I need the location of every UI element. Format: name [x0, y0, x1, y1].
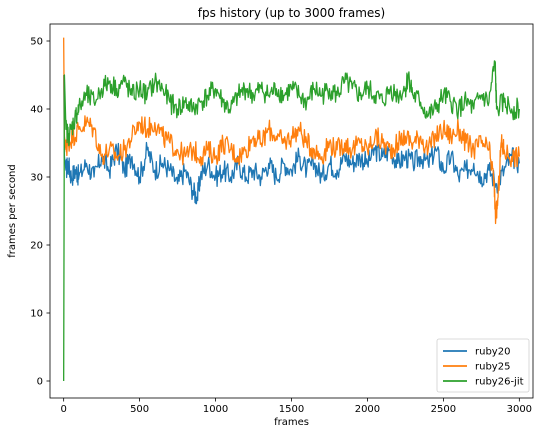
series-line-ruby20 — [63, 74, 520, 205]
y-axis-label: frames per second — [7, 164, 18, 258]
series-line-ruby26-jit — [63, 60, 520, 382]
y-tick-label: 10 — [30, 309, 43, 320]
x-tick-label: 1000 — [203, 404, 228, 415]
x-tick-label: 0 — [60, 404, 66, 415]
x-axis-label: frames — [274, 417, 309, 428]
chart-title: fps history (up to 3000 frames) — [198, 6, 385, 20]
series-lines — [63, 37, 520, 382]
plot-frame — [49, 23, 534, 399]
x-tick-label: 2000 — [355, 404, 380, 415]
y-tick-label: 20 — [30, 241, 43, 252]
legend-label: ruby26-jit — [475, 377, 524, 388]
x-tick-label: 1500 — [279, 404, 304, 415]
y-tick-label: 30 — [30, 173, 43, 184]
x-tick-label: 500 — [130, 404, 149, 415]
legend-box — [436, 338, 530, 393]
x-tick-label: 3000 — [507, 404, 532, 415]
series-line-ruby25 — [63, 37, 520, 225]
y-tick-label: 50 — [30, 37, 43, 48]
x-tick-label: 2500 — [431, 404, 456, 415]
y-axis-ticks: 0 10 20 30 40 50 — [30, 37, 50, 388]
legend: ruby20 ruby25 ruby26-jit — [436, 338, 530, 393]
legend-label: ruby20 — [475, 347, 510, 358]
y-tick-label: 0 — [37, 377, 43, 388]
x-axis-ticks: 0 500 1000 1500 2000 2500 3000 — [60, 398, 532, 415]
y-tick-label: 40 — [30, 105, 43, 116]
legend-label: ruby25 — [475, 362, 510, 373]
